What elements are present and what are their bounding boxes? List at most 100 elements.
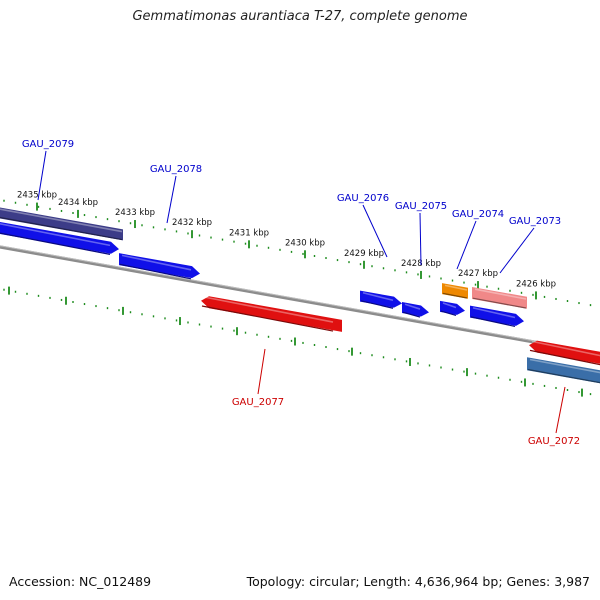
feature-blue-left bbox=[0, 222, 119, 255]
genome-info-text: Topology: circular; Length: 4,636,964 bp… bbox=[246, 574, 590, 589]
label-layer: GAU_2079 GAU_2078 GAU_2077 GAU_2076 GAU_2075… bbox=[22, 139, 580, 447]
gene-leader-line bbox=[419, 212, 422, 266]
gene-label: GAU_2072 bbox=[528, 436, 580, 447]
gene-leader-line bbox=[499, 227, 535, 274]
topology-value: circular bbox=[309, 574, 356, 589]
tick-label: 2427 kbp bbox=[458, 269, 498, 279]
feature-shadow bbox=[472, 297, 527, 309]
gene-label: GAU_2073 bbox=[509, 216, 561, 227]
length-value: 4,636,964 bp bbox=[414, 574, 499, 589]
feature-shadow bbox=[442, 292, 468, 299]
feature-gau-2078 bbox=[119, 253, 200, 280]
tick-label: 2434 kbp bbox=[58, 198, 98, 208]
accession-text: Accession: NC_012489 bbox=[9, 574, 151, 589]
feature-body bbox=[119, 253, 200, 279]
genes-value: 3,987 bbox=[554, 574, 590, 589]
gene-label-group: GAU_2077 bbox=[232, 348, 284, 408]
feature-blue-right bbox=[470, 305, 524, 328]
feature-highlight bbox=[362, 292, 394, 302]
gene-label-group: GAU_2074 bbox=[452, 209, 504, 270]
gene-label: GAU_2074 bbox=[452, 209, 504, 220]
feature-gau-2074 bbox=[442, 283, 468, 299]
feature-highlight bbox=[0, 222, 111, 247]
feature-highlight bbox=[531, 340, 600, 357]
feature-blue-small bbox=[440, 300, 465, 317]
tick-label: 2432 kbp bbox=[172, 218, 212, 228]
tick-label: 2433 kbp bbox=[115, 208, 155, 218]
feature-body bbox=[529, 340, 600, 364]
backbone-layer bbox=[0, 245, 600, 356]
gene-label: GAU_2076 bbox=[337, 193, 389, 204]
tick-label: 2435 kbp bbox=[17, 191, 57, 201]
tick-label: 2431 kbp bbox=[229, 228, 269, 238]
gene-label-group: GAU_2072 bbox=[528, 386, 580, 447]
genes-label: Genes: bbox=[506, 574, 551, 589]
feature-body bbox=[472, 287, 527, 309]
inner-major-ticks bbox=[8, 286, 583, 397]
feature-shadow bbox=[201, 305, 334, 332]
gene-label-group: GAU_2076 bbox=[337, 193, 389, 258]
feature-gau-2072 bbox=[529, 340, 600, 366]
feature-body bbox=[527, 357, 600, 384]
gene-leader-line bbox=[555, 386, 566, 434]
tick-label: 2429 kbp bbox=[344, 249, 384, 259]
length-label: Length: bbox=[363, 574, 411, 589]
outer-tick-row bbox=[3, 199, 592, 307]
feature-shadow bbox=[0, 232, 111, 255]
feature-highlight bbox=[472, 307, 516, 319]
gene-leader-line bbox=[456, 220, 477, 270]
gene-label-group: GAU_2073 bbox=[499, 216, 561, 274]
gene-leader-line bbox=[37, 150, 47, 201]
feature-shadow bbox=[440, 310, 457, 317]
feature-body bbox=[0, 222, 119, 254]
tick-label: 2430 kbp bbox=[285, 238, 325, 248]
inner-tick-row bbox=[3, 288, 592, 396]
feature-highlight bbox=[404, 303, 421, 310]
genome-backbone bbox=[0, 245, 600, 356]
accession-label: Accession: bbox=[9, 574, 76, 589]
feature-highlight bbox=[444, 284, 468, 291]
feature-shadow bbox=[360, 300, 394, 309]
tick-label: 2426 kbp bbox=[516, 279, 556, 289]
feature-body bbox=[440, 300, 465, 315]
gene-label-group: GAU_2079 bbox=[22, 139, 74, 201]
feature-highlight bbox=[0, 208, 123, 233]
gene-leader-line bbox=[362, 204, 388, 258]
feature-gau-2077 bbox=[201, 296, 342, 332]
gene-label-group: GAU_2078 bbox=[150, 164, 202, 224]
feature-body bbox=[402, 302, 429, 317]
feature-gau-2075 bbox=[402, 302, 429, 318]
feature-highlight bbox=[474, 288, 527, 300]
map-title: Gemmatimonas aurantiaca T-27, complete g… bbox=[132, 9, 468, 24]
feature-shadow bbox=[470, 316, 516, 328]
feature-shadow bbox=[0, 216, 123, 241]
gene-leader-line bbox=[166, 175, 177, 224]
gene-label-group: GAU_2075 bbox=[395, 201, 447, 266]
gene-label: GAU_2075 bbox=[395, 201, 447, 212]
feature-gau-2073 bbox=[472, 287, 527, 309]
feature-steel bbox=[527, 357, 600, 384]
gene-label: GAU_2079 bbox=[22, 139, 74, 150]
gene-label: GAU_2077 bbox=[232, 397, 284, 408]
feature-layer bbox=[0, 207, 600, 384]
feature-body bbox=[201, 296, 342, 332]
feature-highlight bbox=[121, 254, 192, 271]
feature-highlight bbox=[203, 296, 334, 323]
feature-shadow bbox=[527, 368, 600, 384]
feature-body bbox=[0, 207, 123, 241]
gene-label: GAU_2078 bbox=[150, 164, 202, 175]
feature-body bbox=[470, 305, 524, 326]
feature-highlight bbox=[442, 302, 457, 309]
accession-value: NC_012489 bbox=[79, 574, 152, 589]
feature-shadow bbox=[529, 349, 600, 366]
feature-gau-2076 bbox=[360, 290, 402, 309]
feature-highlight bbox=[529, 358, 600, 374]
gene-leader-line bbox=[257, 348, 266, 395]
genome-backbone-highlight bbox=[0, 245, 600, 354]
topology-label: Topology: bbox=[246, 574, 306, 589]
feature-shadow bbox=[402, 311, 421, 318]
feature-gau-2079 bbox=[0, 207, 123, 241]
feature-shadow bbox=[119, 263, 192, 280]
